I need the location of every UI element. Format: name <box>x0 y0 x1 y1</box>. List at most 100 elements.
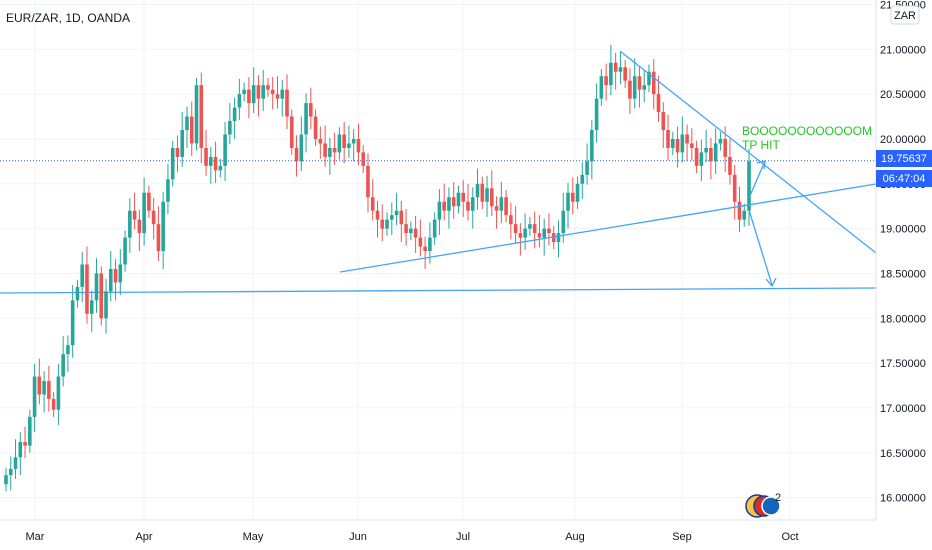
candle-body <box>213 156 218 171</box>
candle-body <box>375 210 380 220</box>
annotation-tp-hit: TP HIT <box>742 138 780 152</box>
candle-body <box>675 138 680 153</box>
candle-body <box>651 71 656 95</box>
arrow-down-shaft <box>748 209 773 286</box>
candle-body <box>266 85 270 90</box>
candle-body <box>151 210 156 225</box>
candle-body <box>137 219 142 234</box>
candle-body <box>575 183 580 202</box>
candle-body <box>223 134 227 166</box>
events-count: 2 <box>775 492 781 504</box>
candle-body <box>556 233 561 243</box>
candle-body <box>366 165 370 198</box>
descending-trendline <box>619 50 877 254</box>
candle-body <box>466 201 470 211</box>
countdown-badge: 06:47:04 <box>876 170 932 187</box>
candle-body <box>180 130 185 157</box>
candle-body <box>170 147 175 180</box>
candle-body <box>232 107 237 122</box>
candle-body <box>185 116 189 130</box>
candle-body <box>737 201 742 220</box>
candle-body <box>389 215 394 220</box>
candle-body <box>732 174 737 202</box>
candle-body <box>661 112 666 130</box>
candle-body <box>723 138 727 157</box>
candle-body <box>113 268 118 283</box>
candle-body <box>70 300 75 346</box>
candle-body <box>13 457 18 469</box>
candle-body <box>561 210 566 234</box>
candle-body <box>23 442 27 446</box>
candle-body <box>56 376 61 410</box>
candle-body <box>694 147 699 166</box>
candle-body <box>537 233 542 238</box>
candle-body <box>147 192 151 211</box>
candle-body <box>394 210 399 216</box>
rising-trendline <box>339 183 877 273</box>
candle-body <box>604 76 608 86</box>
y-tick-label: 21.00000 <box>880 44 926 56</box>
time-axis-labels: Mar Apr May Jun Jul Aug Sep Oct <box>26 531 799 543</box>
y-tick-label: 16.50000 <box>880 448 926 460</box>
candle-body <box>251 85 256 104</box>
x-tick-label: Oct <box>781 531 798 543</box>
candle-body <box>294 147 299 162</box>
candle-body <box>256 85 261 99</box>
arrow-down-head <box>765 277 777 288</box>
candle-body <box>428 237 432 252</box>
candle-body <box>504 197 508 216</box>
candle-body <box>4 475 8 485</box>
x-tick-label: Aug <box>565 531 585 543</box>
candle-body <box>404 224 408 234</box>
x-tick-label: Mar <box>26 531 45 543</box>
candle-body <box>123 237 127 265</box>
candle-body <box>418 237 423 247</box>
candle-body <box>413 228 418 238</box>
candle-body <box>356 138 361 153</box>
candle-body <box>432 219 437 238</box>
candle-body <box>670 138 675 148</box>
economic-events-icon[interactable]: 2 <box>745 492 781 518</box>
candle-body <box>99 273 104 319</box>
candle-body <box>747 161 751 211</box>
current-price-badge: 19.75637 <box>876 150 932 167</box>
candle-body <box>337 134 342 153</box>
candle-body <box>342 134 346 148</box>
candle-body <box>37 376 42 395</box>
candle-body <box>8 468 13 476</box>
candle-body <box>42 381 46 395</box>
candle-body <box>618 67 623 72</box>
x-tick-label: Jul <box>456 531 470 543</box>
y-tick-label: 18.00000 <box>880 313 926 325</box>
candle-body <box>132 210 137 220</box>
candle-body <box>704 147 708 153</box>
candle-body <box>328 147 332 157</box>
candle-body <box>313 116 318 139</box>
y-tick-label: 16.00000 <box>880 493 926 505</box>
candle-body <box>309 103 313 117</box>
candle-body <box>442 201 446 211</box>
y-tick-label: 18.50000 <box>880 268 926 280</box>
candle-body <box>28 416 32 446</box>
candle-body <box>637 76 642 90</box>
candle-body <box>261 85 265 99</box>
candle-body <box>709 147 713 162</box>
candle-body <box>94 273 99 301</box>
candle-body <box>209 156 213 166</box>
candle-body <box>518 233 523 238</box>
symbol-title: EUR/ZAR, 1D, OANDA <box>6 11 130 25</box>
candle-body <box>590 130 594 162</box>
candle-body <box>490 188 494 207</box>
candle-body <box>423 246 427 252</box>
annotation-boom: BOOOOOOOOOOOOM <box>742 124 872 138</box>
candle-body <box>385 219 389 229</box>
candle-body <box>580 174 585 184</box>
candle-body <box>108 268 113 292</box>
candle-body <box>280 89 285 99</box>
candle-body <box>399 210 404 225</box>
support-line <box>0 287 877 294</box>
candle-body <box>175 147 180 157</box>
currency-badge[interactable]: ZAR <box>890 5 920 25</box>
candle-series <box>4 44 751 492</box>
